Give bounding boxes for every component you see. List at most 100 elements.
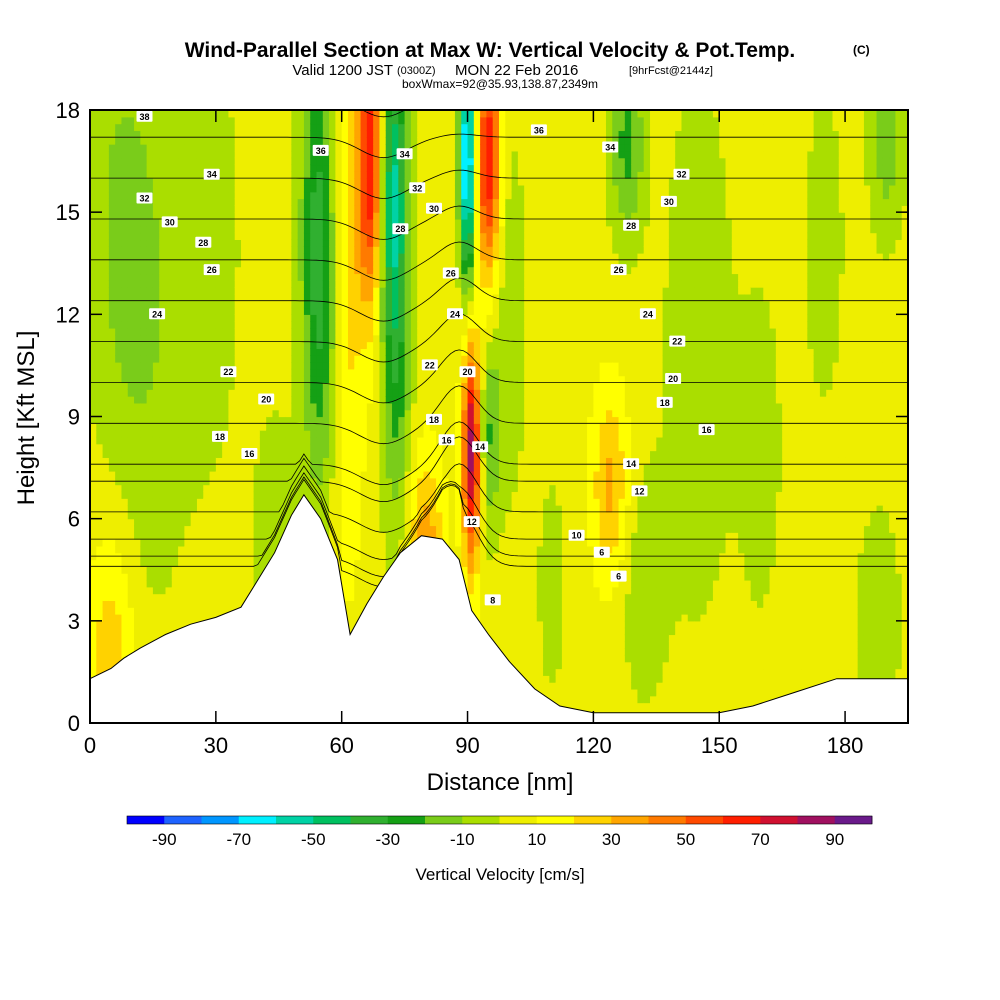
w-cell <box>341 198 349 206</box>
w-cell <box>316 178 324 186</box>
w-cell <box>203 327 211 336</box>
w-cell <box>366 566 374 574</box>
w-cell <box>429 307 437 315</box>
w-cell <box>96 375 104 384</box>
w-cell <box>335 389 343 397</box>
w-cell <box>278 443 286 452</box>
w-cell <box>228 198 236 206</box>
w-cell <box>215 157 223 166</box>
w-cell <box>322 430 330 438</box>
w-cell <box>272 470 280 479</box>
w-cell <box>310 164 318 172</box>
w-cell <box>303 436 311 445</box>
w-cell <box>297 178 305 186</box>
w-cell <box>398 191 406 200</box>
w-cell <box>184 266 192 275</box>
w-cell <box>184 171 192 179</box>
w-cell <box>178 498 185 506</box>
w-cell <box>203 511 211 520</box>
w-cell <box>385 218 393 227</box>
w-cell <box>329 150 336 159</box>
w-cell <box>102 545 110 554</box>
w-cell <box>90 171 97 179</box>
w-cell <box>379 362 387 370</box>
w-cell <box>178 348 185 356</box>
w-cell <box>228 573 236 581</box>
w-cell <box>404 198 412 206</box>
w-cell <box>259 539 267 547</box>
w-cell <box>266 484 274 493</box>
w-cell <box>134 144 141 152</box>
w-cell <box>322 157 330 166</box>
w-cell <box>341 123 349 132</box>
w-cell <box>392 300 399 309</box>
w-cell <box>379 341 387 349</box>
w-cell <box>272 266 280 275</box>
w-cell <box>140 402 148 411</box>
w-cell <box>152 559 160 567</box>
w-cell <box>310 225 318 234</box>
w-cell <box>285 443 292 452</box>
w-cell <box>108 239 116 247</box>
w-cell <box>127 450 135 458</box>
w-cell <box>272 280 280 288</box>
w-cell <box>108 157 116 166</box>
w-cell <box>115 212 123 220</box>
w-cell <box>108 586 116 595</box>
w-cell <box>247 225 255 234</box>
w-cell <box>379 287 387 295</box>
w-cell <box>171 464 179 472</box>
w-cell <box>152 150 160 159</box>
w-cell <box>90 300 97 309</box>
w-cell <box>347 539 355 547</box>
w-cell <box>385 212 393 220</box>
w-cell <box>347 144 355 152</box>
w-cell <box>410 307 418 315</box>
w-cell <box>247 436 255 445</box>
w-cell <box>222 218 230 227</box>
w-cell <box>241 266 248 275</box>
w-cell <box>392 110 399 118</box>
w-cell <box>134 253 141 261</box>
w-cell <box>215 539 223 547</box>
w-cell <box>253 505 261 513</box>
w-cell <box>247 525 255 533</box>
w-cell <box>285 484 292 493</box>
w-cell <box>278 110 286 118</box>
w-cell <box>108 436 116 445</box>
w-cell <box>341 464 349 472</box>
w-cell <box>335 266 343 275</box>
w-cell <box>291 477 299 486</box>
w-cell <box>266 116 274 125</box>
w-cell <box>178 525 185 533</box>
w-cell <box>108 184 116 193</box>
w-cell <box>404 232 412 241</box>
w-cell <box>329 423 336 431</box>
w-cell <box>247 464 255 472</box>
w-cell <box>171 566 179 574</box>
w-cell <box>234 430 242 438</box>
w-cell <box>322 396 330 404</box>
w-cell <box>196 511 204 520</box>
w-cell <box>259 144 267 152</box>
w-cell <box>196 137 204 145</box>
w-cell <box>134 273 141 281</box>
w-cell <box>234 314 242 322</box>
w-cell <box>228 484 236 493</box>
w-cell <box>417 416 425 424</box>
w-cell <box>178 518 185 527</box>
w-cell <box>159 511 167 520</box>
w-cell <box>385 184 393 193</box>
w-cell <box>354 184 362 193</box>
w-cell <box>121 627 129 636</box>
w-cell <box>115 416 123 424</box>
w-cell <box>259 409 267 418</box>
w-cell <box>146 321 154 329</box>
w-cell <box>90 409 97 418</box>
w-cell <box>253 164 261 172</box>
w-cell <box>228 110 236 118</box>
w-cell <box>228 511 236 520</box>
w-cell <box>108 375 116 384</box>
w-cell <box>410 150 418 159</box>
w-cell <box>253 409 261 418</box>
